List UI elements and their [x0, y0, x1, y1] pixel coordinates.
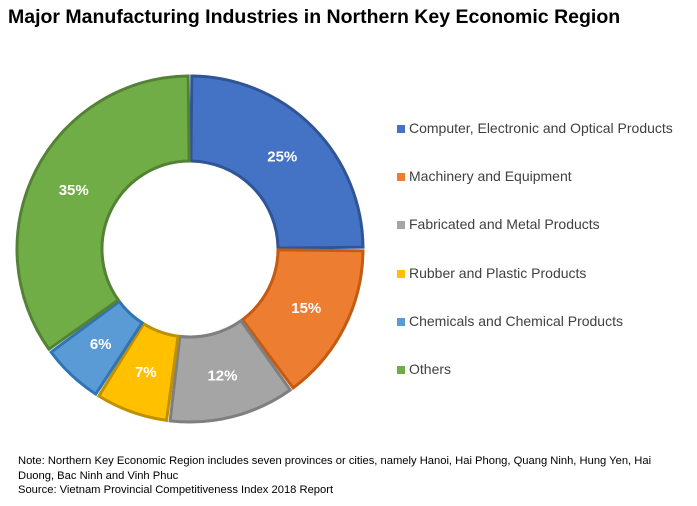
donut-slice-2 [168, 318, 293, 424]
legend-swatch-0 [397, 125, 405, 133]
note-text: Note: Northern Key Economic Region inclu… [18, 455, 652, 482]
legend-item-1: Machinery and Equipment [397, 168, 693, 216]
legend-swatch-1 [397, 173, 405, 182]
legend-item-5: Others [397, 361, 693, 409]
legend-swatch-4 [397, 317, 405, 326]
legend-label-4: Chemicals and Chemical Products [409, 312, 623, 329]
chart-legend: Computer, Electronic and Optical Product… [397, 120, 693, 409]
legend-label-5: Others [409, 360, 452, 377]
donut-chart: 25% 15% 12% 7% 6% 35% [15, 74, 365, 424]
slice-label-2: 12% [207, 367, 237, 384]
slice-label-5: 35% [59, 182, 89, 199]
donut-slice-1 [240, 248, 365, 390]
legend-item-2: Fabricated and Metal Products [397, 216, 693, 264]
slice-label-4: 6% [90, 336, 112, 353]
chart-title: Major Manufacturing Industries in Northe… [8, 6, 621, 28]
legend-swatch-2 [397, 221, 405, 230]
legend-label-1: Machinery and Equipment [409, 168, 572, 185]
legend-label-3: Rubber and Plastic Products [409, 264, 587, 281]
legend-item-4: Chemicals and Chemical Products [397, 313, 693, 361]
chart-note: Note: Northern Key Economic Region inclu… [18, 454, 688, 498]
legend-swatch-3 [397, 269, 405, 278]
donut-slice-4 [49, 299, 145, 397]
donut-slice-5 [15, 74, 191, 352]
slice-label-3: 7% [135, 364, 157, 381]
legend-item-0: Computer, Electronic and Optical Product… [397, 120, 693, 168]
slice-label-0: 25% [267, 149, 297, 166]
legend-label-2: Fabricated and Metal Products [409, 216, 600, 233]
donut-slice-3 [96, 321, 180, 423]
donut-slice-0 [189, 74, 365, 250]
slice-label-1: 15% [291, 300, 321, 317]
legend-label-0: Computer, Electronic and Optical Product… [409, 120, 673, 136]
legend-swatch-5 [397, 365, 405, 374]
legend-item-3: Rubber and Plastic Products [397, 265, 693, 313]
source-text: Source: Vietnam Provincial Competitivene… [18, 484, 334, 497]
